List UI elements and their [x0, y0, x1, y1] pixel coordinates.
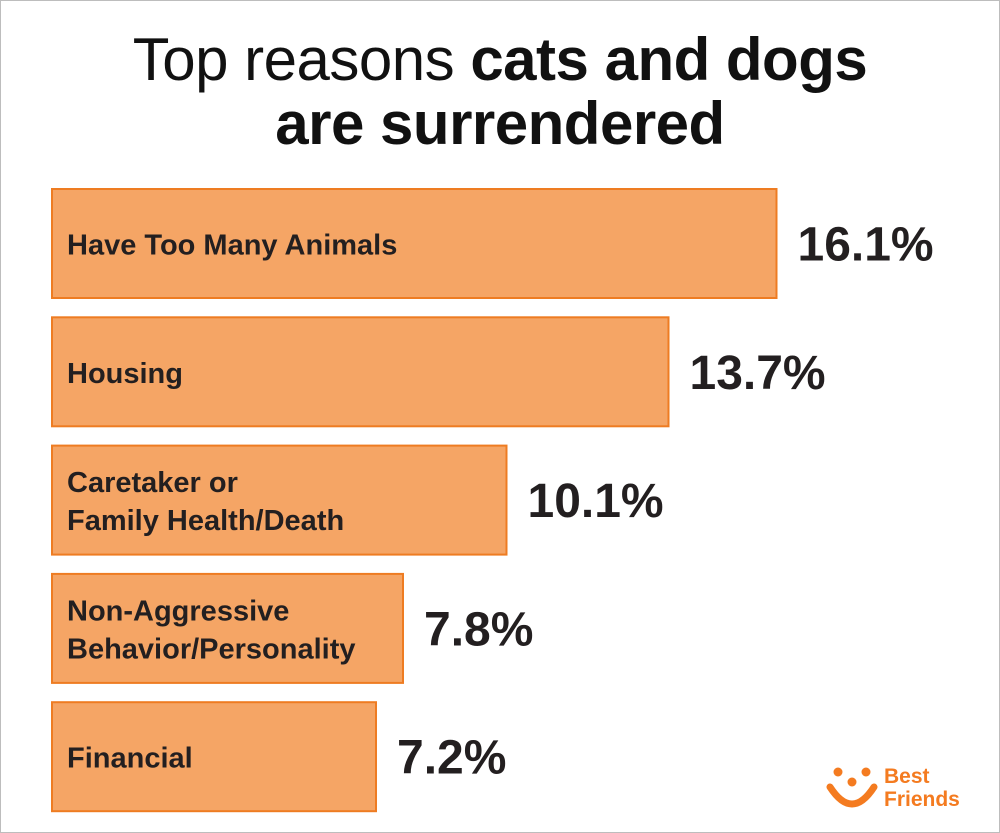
bar-label-3-line-1: Caretaker or: [67, 467, 238, 499]
bar-label-5: Financial: [67, 743, 193, 775]
logo-line-2: Friends: [884, 788, 960, 811]
bar-label-4-line-1: Non-Aggressive: [67, 595, 289, 627]
bar-3: [51, 444, 508, 556]
value-label-1: 16.1%: [798, 219, 934, 272]
bar-label-1: Have Too Many Animals: [67, 230, 397, 262]
title-part-2: cats and dogs: [470, 26, 868, 93]
bar-2: [51, 316, 670, 428]
bar-label-4-line-2: Behavior/Personality: [67, 633, 356, 665]
bar-label-2: Housing: [67, 358, 183, 390]
title-part-3: are surrendered: [275, 90, 725, 157]
chart-title: Top reasons cats and dogs are surrendere…: [0, 28, 1000, 156]
title-part-1: Top reasons: [132, 26, 471, 93]
logo-line-1: Best: [884, 765, 930, 788]
smiling-dog-face-icon: [826, 767, 878, 808]
value-label-2: 13.7%: [690, 347, 826, 400]
bar-5: [51, 701, 377, 813]
value-label-3: 10.1%: [528, 475, 664, 528]
value-label-5: 7.2%: [397, 732, 506, 785]
bar-label-3-line-2: Family Health/Death: [67, 505, 344, 537]
bar-1: [51, 188, 778, 299]
bar-4: [51, 572, 404, 684]
value-label-4: 7.8%: [424, 603, 533, 656]
best-friends-logo: Best Friends: [826, 763, 986, 818]
logo-text: Best Friends: [884, 765, 960, 811]
